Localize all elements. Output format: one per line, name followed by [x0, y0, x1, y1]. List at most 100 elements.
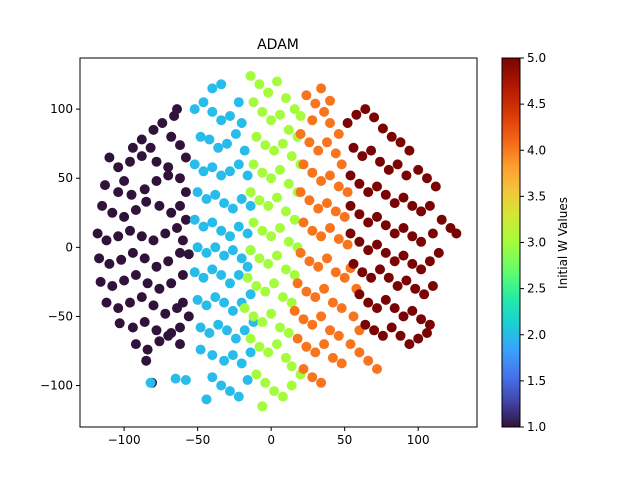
- data-point-series-4: [366, 272, 377, 283]
- data-point-series-2: [269, 278, 280, 289]
- data-point-series-2: [272, 339, 282, 350]
- data-point-series-2: [263, 347, 274, 358]
- data-point-series-0: [172, 223, 182, 233]
- data-point-series-3: [325, 170, 335, 181]
- data-point-series-1: [219, 355, 230, 366]
- data-point-series-4: [345, 200, 356, 211]
- data-point-series-2: [269, 386, 280, 397]
- data-point-series-4: [354, 289, 365, 300]
- colorbar-tick-label: 5.0: [527, 51, 546, 65]
- data-point-series-2: [263, 87, 274, 98]
- data-point-series-4: [363, 245, 374, 256]
- data-point-series-4: [348, 142, 359, 153]
- data-point-series-3: [336, 358, 347, 369]
- data-point-series-1: [222, 138, 232, 149]
- data-point-series-0: [95, 276, 106, 287]
- data-point-series-0: [142, 344, 153, 355]
- data-point-series-1: [195, 131, 206, 142]
- data-point-series-3: [304, 195, 315, 206]
- data-point-series-3: [333, 181, 344, 192]
- data-point-series-4: [342, 118, 353, 128]
- data-point-series-1: [219, 297, 230, 308]
- data-point-series-2: [266, 231, 277, 242]
- data-point-series-4: [424, 200, 435, 211]
- data-point-series-1: [192, 294, 203, 305]
- data-point-series-4: [363, 187, 374, 198]
- data-point-series-3: [342, 187, 353, 198]
- data-point-series-4: [398, 250, 409, 261]
- data-point-series-0: [163, 162, 174, 173]
- data-point-series-0: [151, 261, 162, 272]
- data-point-series-3: [330, 267, 341, 278]
- data-point-series-4: [369, 112, 380, 123]
- data-point-series-4: [380, 294, 391, 305]
- colorbar-tick-label: 2.0: [527, 328, 546, 342]
- data-point-series-1: [207, 217, 218, 228]
- data-point-series-4: [363, 217, 374, 228]
- data-point-series-2: [260, 140, 271, 151]
- data-point-series-0: [163, 256, 174, 267]
- data-point-series-4: [377, 330, 388, 341]
- data-point-series-3: [298, 314, 309, 325]
- data-point-series-4: [451, 228, 462, 239]
- data-point-series-0: [177, 235, 188, 246]
- data-point-series-1: [216, 79, 227, 90]
- data-point-series-3: [295, 129, 306, 139]
- data-point-series-3: [325, 325, 335, 336]
- data-point-series-4: [416, 264, 427, 275]
- data-point-series-0: [175, 200, 185, 211]
- data-point-series-3: [330, 206, 341, 217]
- data-point-series-2: [289, 214, 300, 225]
- data-point-series-3: [322, 198, 332, 209]
- data-point-series-4: [372, 211, 382, 222]
- chart-title: ADAM: [257, 37, 299, 53]
- y-tick-label: 50: [58, 171, 73, 185]
- data-point-series-0: [139, 184, 150, 195]
- x-tick-label: 50: [337, 433, 352, 447]
- data-point-series-2: [283, 178, 294, 189]
- data-point-series-4: [407, 231, 418, 242]
- y-tick-label: 0: [65, 240, 73, 254]
- data-point-series-4: [357, 267, 368, 278]
- data-point-series-3: [307, 372, 318, 383]
- data-point-series-2: [286, 380, 297, 391]
- data-point-series-0: [160, 308, 171, 319]
- data-point-series-0: [166, 278, 177, 289]
- data-point-series-2: [286, 361, 297, 372]
- data-point-series-1: [207, 372, 218, 383]
- data-point-series-3: [310, 98, 321, 109]
- data-point-series-0: [130, 205, 141, 215]
- data-point-series-2: [280, 352, 291, 363]
- data-point-series-2: [272, 250, 282, 261]
- data-point-series-1: [236, 118, 247, 128]
- data-point-series-2: [286, 151, 297, 162]
- data-point-series-4: [386, 131, 397, 142]
- data-point-series-1: [207, 350, 218, 361]
- data-point-series-1: [225, 386, 235, 397]
- colorbar-tick-label: 3.0: [527, 236, 546, 250]
- data-point-series-0: [125, 156, 135, 167]
- data-point-series-2: [257, 106, 268, 117]
- data-point-series-1: [201, 194, 212, 204]
- data-point-series-0: [141, 355, 152, 366]
- data-point-series-3: [336, 159, 347, 170]
- data-point-series-1: [242, 261, 253, 272]
- data-point-series-3: [304, 256, 315, 267]
- data-point-series-2: [289, 270, 300, 280]
- colorbar-tick-label: 1.0: [527, 420, 546, 434]
- data-point-series-3: [310, 347, 321, 358]
- data-point-series-0: [183, 249, 194, 260]
- data-point-series-3: [292, 333, 303, 344]
- data-point-series-4: [386, 322, 397, 333]
- data-point-series-2: [277, 292, 288, 303]
- data-point-series-3: [310, 292, 321, 303]
- data-point-series-2: [283, 124, 294, 135]
- data-point-series-1: [225, 278, 235, 289]
- colorbar-ticks: 1.0 1.5 2.0 2.5 3.0 3.5 4.0 4.5 5.0: [520, 51, 546, 434]
- data-point-series-2: [280, 206, 291, 217]
- data-point-series-1: [216, 380, 227, 391]
- data-point-series-1: [233, 97, 244, 108]
- data-point-series-4: [372, 303, 382, 314]
- data-point-series-0: [175, 247, 185, 258]
